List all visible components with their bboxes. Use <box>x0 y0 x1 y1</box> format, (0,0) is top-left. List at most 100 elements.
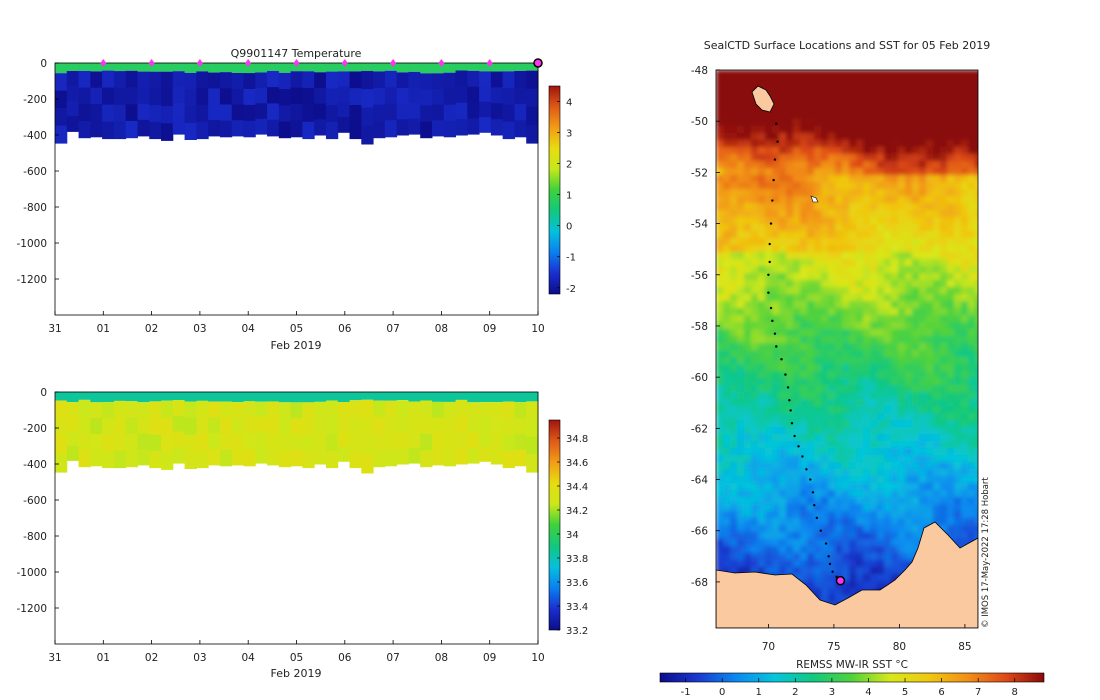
sst-cell <box>758 273 766 281</box>
sst-cell <box>975 287 978 295</box>
sst-cell <box>933 245 941 253</box>
sst-cell <box>765 567 773 575</box>
sst-cell <box>723 322 731 330</box>
sst-cell <box>919 448 927 456</box>
track-point <box>788 398 791 402</box>
sst-cell <box>758 238 766 246</box>
salinity-profile-cell <box>125 450 138 468</box>
sst-cell <box>905 301 913 309</box>
temperature-surface-cell <box>302 63 315 72</box>
sst-cell <box>940 455 948 463</box>
sst-cell <box>730 371 738 379</box>
sst-cell <box>905 322 913 330</box>
temperature-cbtick-label: -2 <box>566 284 576 295</box>
sst-cell <box>905 525 913 533</box>
sst-cell <box>751 371 759 379</box>
sst-cell <box>723 77 731 85</box>
temperature-profile-cell <box>208 88 221 105</box>
temperature-profile-cell <box>420 121 433 139</box>
sst-cell <box>898 336 906 344</box>
sst-cell <box>877 231 885 239</box>
sst-cell <box>758 336 766 344</box>
sst-cell <box>898 504 906 512</box>
sst-cell <box>737 252 745 260</box>
temperature-xtick-label: 07 <box>386 323 399 335</box>
heard-island <box>810 195 819 203</box>
sst-cell <box>842 413 850 421</box>
sst-cell <box>877 378 885 386</box>
sst-cell <box>842 231 850 239</box>
sst-cell <box>863 462 871 470</box>
sst-cell <box>772 224 780 232</box>
temperature-profile-cell <box>161 71 174 90</box>
sst-cell <box>814 168 822 176</box>
sst-cell <box>800 308 808 316</box>
sst-cell <box>898 84 906 92</box>
sst-cell <box>884 84 892 92</box>
sst-cell <box>842 434 850 442</box>
sst-cell <box>898 224 906 232</box>
sst-cell <box>779 196 787 204</box>
sst-cell <box>947 525 955 533</box>
sst-cell <box>821 385 829 393</box>
sst-cell <box>842 119 850 127</box>
salinity-profile-cell <box>149 451 162 469</box>
sst-cell <box>842 154 850 162</box>
sst-cell <box>723 154 731 162</box>
temperature-profile-cell <box>526 106 539 126</box>
sst-cell <box>807 266 815 274</box>
sst-cell <box>737 112 745 120</box>
sst-cell <box>723 399 731 407</box>
temperature-profile-cell <box>420 89 433 107</box>
sst-cell <box>821 126 829 134</box>
sst-cell <box>849 119 857 127</box>
sst-cell <box>905 154 913 162</box>
temperature-surface-cell <box>396 63 409 73</box>
sst-cell <box>898 462 906 470</box>
sst-cell <box>765 203 773 211</box>
salinity-profile-cell <box>172 415 186 433</box>
sst-cell <box>779 119 787 127</box>
sst-cell <box>926 112 934 120</box>
sst-cell <box>828 546 836 554</box>
sst-cell <box>856 371 864 379</box>
sst-cell <box>884 161 892 169</box>
sst-cell <box>926 322 934 330</box>
sst-cell <box>744 539 752 547</box>
sst-cell <box>884 119 892 127</box>
sst-cell <box>807 406 815 414</box>
sst-cell <box>877 560 885 568</box>
sst-cell <box>821 182 829 190</box>
sst-cell <box>765 322 773 330</box>
sst-cell <box>723 427 731 435</box>
sst-cell <box>730 455 738 463</box>
sst-colorbar <box>659 672 1045 683</box>
salinity-profile-cell <box>55 418 68 437</box>
sst-cell <box>898 77 906 85</box>
sst-cell <box>744 84 752 92</box>
sst-cell <box>947 161 955 169</box>
sst-cell <box>877 154 885 162</box>
sst-cell <box>877 511 885 519</box>
sst-cell <box>765 448 773 456</box>
sst-cell <box>723 434 731 442</box>
sst-cell <box>730 84 738 92</box>
sst-cell <box>751 217 759 225</box>
sst-cell <box>730 357 738 365</box>
sst-cell <box>751 322 759 330</box>
sst-cell <box>856 504 864 512</box>
sst-cell <box>786 119 794 127</box>
sst-cell <box>758 483 766 491</box>
sst-cell <box>933 280 941 288</box>
sst-cell <box>926 77 934 85</box>
sst-cell <box>716 497 724 505</box>
sst-cell <box>828 182 836 190</box>
sst-cell <box>716 504 724 512</box>
sst-cell <box>737 364 745 372</box>
sst-cell <box>877 294 885 302</box>
sst-cell <box>926 350 934 358</box>
sst-cell <box>793 266 801 274</box>
sst-cell <box>856 210 864 218</box>
sst-map-y-ticks: -48-50-52-54-56-58-60-62-64-66-68 <box>691 65 720 589</box>
sst-cell <box>919 252 927 260</box>
